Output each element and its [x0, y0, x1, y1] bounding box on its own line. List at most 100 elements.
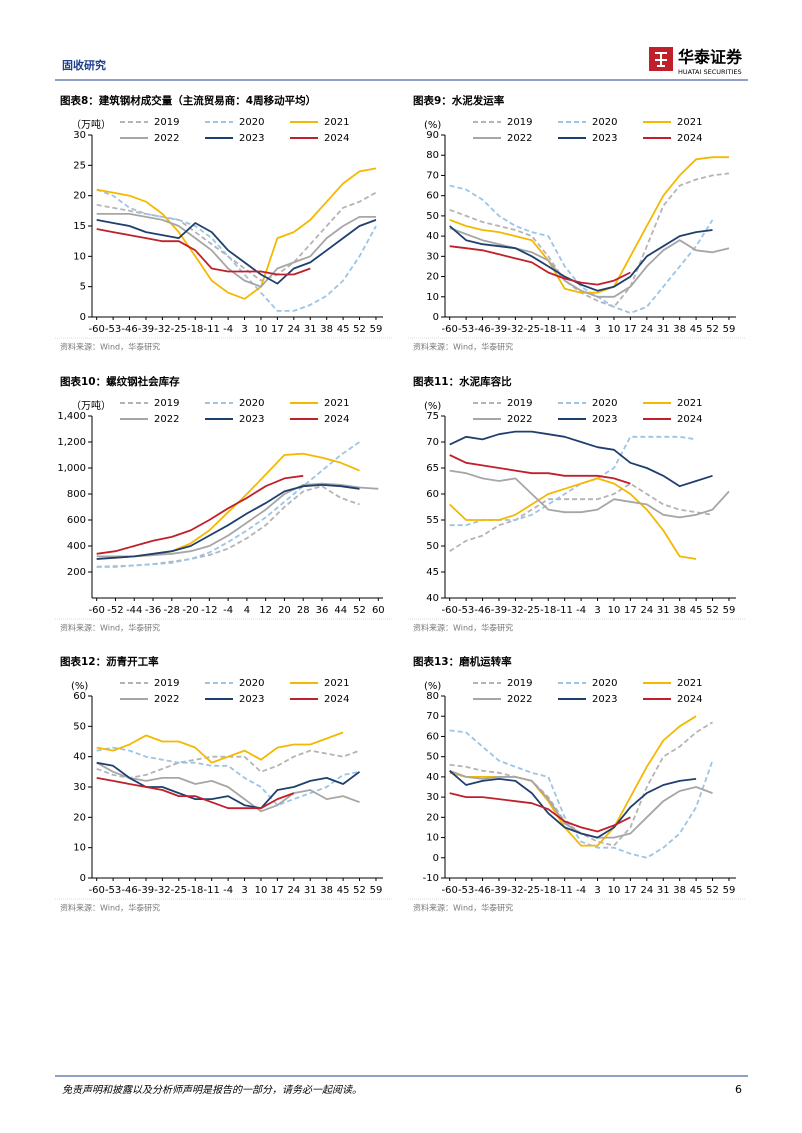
y-tick-label: 60 [426, 489, 439, 500]
x-tick-label: 3 [594, 885, 600, 896]
y-tick-label: 600 [67, 515, 86, 526]
legend-label: 2020 [239, 117, 264, 128]
y-tick-label: 0 [433, 312, 439, 323]
x-tick-label: -25 [524, 885, 540, 896]
x-tick-label: -46 [474, 885, 490, 896]
x-tick-label: -28 [164, 605, 180, 616]
x-tick-label: 59 [723, 885, 736, 896]
x-tick-label: 52 [353, 324, 366, 335]
x-tick-label: 45 [690, 605, 703, 616]
unit-label: (%) [424, 120, 441, 131]
y-tick-label: 40 [73, 752, 86, 763]
y-tick-label: 10 [426, 833, 439, 844]
legend-label: 2021 [324, 678, 349, 689]
y-tick-label: 1,000 [57, 463, 86, 474]
x-tick-label: -18 [187, 885, 203, 896]
x-tick-label: -52 [107, 605, 123, 616]
y-tick-label: 800 [67, 489, 86, 500]
x-tick-label: -25 [524, 324, 540, 335]
x-tick-label: -46 [474, 324, 490, 335]
y-tick-label: 10 [73, 843, 86, 854]
chart-title: 图表11：水泥库容比 [413, 375, 512, 388]
series-line [449, 729, 714, 859]
y-tick-label: 55 [426, 515, 439, 526]
legend-label: 2023 [592, 694, 617, 705]
x-tick-label: 31 [657, 324, 670, 335]
x-tick-label: 38 [320, 885, 333, 896]
x-tick-label: -12 [201, 605, 217, 616]
y-tick-label: 90 [426, 130, 439, 141]
y-tick-label: 400 [67, 541, 86, 552]
series-line [449, 172, 730, 308]
x-tick-label: 38 [673, 324, 686, 335]
series-line [449, 227, 730, 298]
series-line [96, 749, 360, 779]
legend-label: 2020 [239, 678, 264, 689]
legend-label: 2020 [592, 117, 617, 128]
x-tick-label: 38 [673, 605, 686, 616]
x-tick-label: 38 [673, 885, 686, 896]
x-tick-label: -32 [154, 324, 170, 335]
series-line [449, 477, 697, 560]
x-tick-label: -60 [89, 605, 105, 616]
legend-label: 2023 [239, 694, 264, 705]
x-tick-label: 10 [255, 324, 268, 335]
series-line [449, 469, 730, 519]
series-line [449, 482, 713, 552]
y-tick-label: 50 [73, 721, 86, 732]
source-note: 资料来源：Wind，华泰研究 [60, 342, 160, 352]
x-tick-label: -32 [154, 885, 170, 896]
x-tick-label: 52 [706, 885, 719, 896]
x-tick-label: 10 [255, 885, 268, 896]
legend-label: 2024 [324, 133, 349, 144]
series-line [96, 761, 361, 810]
y-tick-label: 40 [426, 772, 439, 783]
x-tick-label: 45 [690, 324, 703, 335]
unit-label: (%) [71, 681, 88, 692]
x-tick-label: -18 [540, 324, 556, 335]
series-line [96, 191, 377, 282]
series-line [96, 219, 377, 285]
x-tick-label: 59 [370, 324, 383, 335]
x-tick-label: -4 [223, 605, 233, 616]
chart-title: 图表9：水泥发运率 [413, 94, 505, 107]
unit-label: （万吨） [71, 118, 111, 131]
legend-label: 2024 [677, 694, 702, 705]
series-line [449, 792, 631, 833]
series-line [96, 761, 360, 813]
legend-label: 2019 [154, 117, 179, 128]
x-tick-label: -53 [458, 885, 474, 896]
x-tick-label: 10 [608, 324, 621, 335]
y-tick-label: 70 [426, 170, 439, 181]
x-tick-label: -39 [138, 324, 154, 335]
x-tick-label: -25 [171, 885, 187, 896]
x-tick-label: 31 [304, 324, 317, 335]
x-tick-label: -32 [507, 885, 523, 896]
x-tick-label: 52 [353, 605, 366, 616]
x-tick-label: -25 [171, 324, 187, 335]
x-tick-label: -39 [491, 324, 507, 335]
legend-label: 2024 [324, 694, 349, 705]
x-tick-label: 10 [608, 885, 621, 896]
legend-label: 2019 [507, 117, 532, 128]
y-tick-label: -10 [423, 873, 439, 884]
x-tick-label: 3 [594, 605, 600, 616]
x-tick-label: -46 [121, 885, 137, 896]
x-tick-label: 38 [320, 324, 333, 335]
legend-label: 2022 [154, 414, 179, 425]
legend-label: 2019 [507, 398, 532, 409]
x-tick-label: -39 [491, 605, 507, 616]
series-line [96, 167, 377, 300]
x-tick-label: 52 [353, 885, 366, 896]
x-tick-label: 3 [241, 324, 247, 335]
legend-label: 2019 [507, 678, 532, 689]
x-tick-label: -11 [557, 605, 573, 616]
legend-label: 2021 [677, 398, 702, 409]
legend-label: 2022 [507, 414, 532, 425]
series-line [449, 156, 729, 294]
brand: 华泰证券 [678, 48, 743, 67]
unit-label: (%) [424, 681, 441, 692]
page-number: 6 [735, 1083, 742, 1096]
source-note: 资料来源：Wind，华泰研究 [60, 623, 160, 633]
x-tick-label: 4 [244, 605, 250, 616]
